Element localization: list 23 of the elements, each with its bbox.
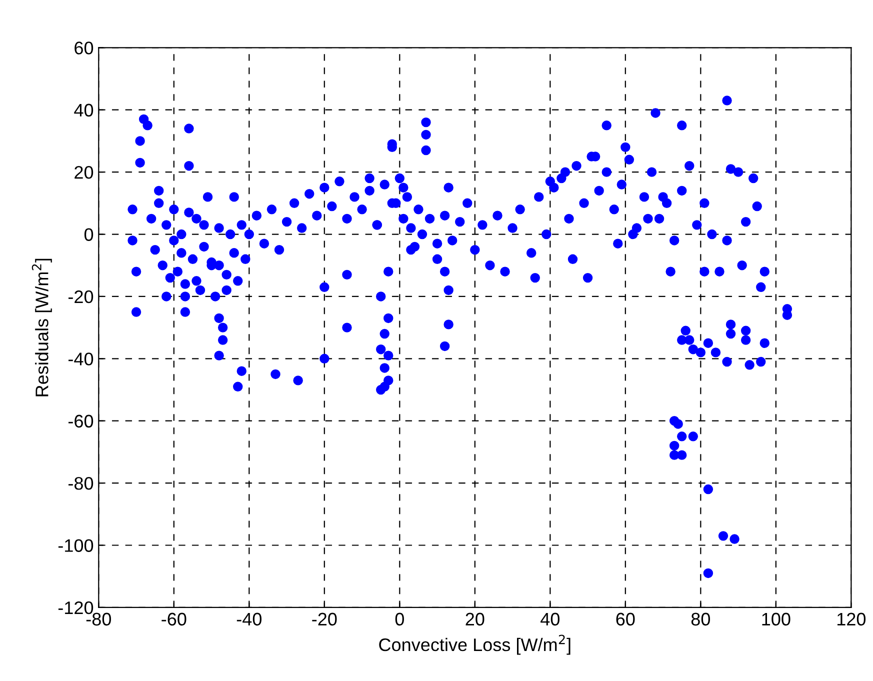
x-axis-title: Convective Loss [W/m$^{2}$] xyxy=(379,634,570,655)
y-tick-label: -100 xyxy=(58,539,94,552)
y-tick-label: 0 xyxy=(84,228,94,241)
y-tick-label: -60 xyxy=(68,414,94,428)
y-tick-label: 20 xyxy=(74,166,94,179)
y-tick-label: 60 xyxy=(74,42,94,54)
x-tick-label: 0 xyxy=(395,612,404,626)
x-tick-label: 80 xyxy=(691,612,710,626)
x-tick-label: -80 xyxy=(86,612,111,626)
x-tick-label: -40 xyxy=(236,612,262,626)
x-tick-label: 120 xyxy=(837,612,866,626)
x-tick-label: 40 xyxy=(540,612,560,626)
y-tick-label: 40 xyxy=(74,104,94,117)
y-tick-label: -120 xyxy=(58,601,94,614)
y-tick-label: -80 xyxy=(68,476,94,490)
x-tick-label: 20 xyxy=(466,612,484,626)
x-tick-label: 60 xyxy=(616,612,635,626)
y-tick-label: -40 xyxy=(68,352,94,366)
y-tick-label: -20 xyxy=(68,290,94,304)
y-axis-title: Residuals [W/m$^{2}$] xyxy=(32,258,52,396)
x-tick-label: -20 xyxy=(312,612,337,626)
x-tick-label: -60 xyxy=(162,612,186,626)
x-tick-label: 100 xyxy=(762,612,790,626)
